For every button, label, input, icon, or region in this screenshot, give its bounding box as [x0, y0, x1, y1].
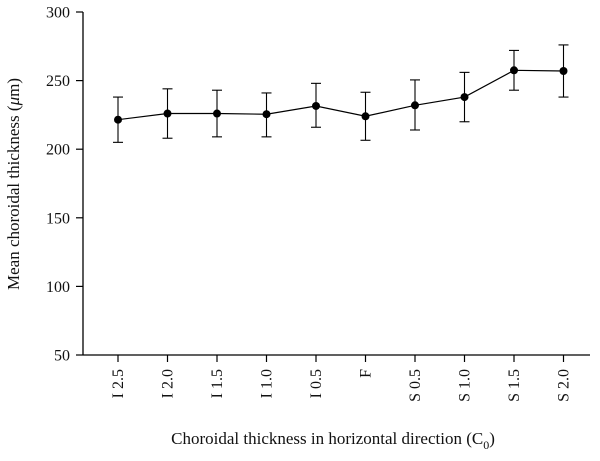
x-axis-title: Choroidal thickness in horizontal direct…	[171, 429, 495, 452]
data-point	[262, 110, 271, 119]
x-tick-label: F	[358, 369, 375, 378]
x-tick-label: S 0.5	[407, 369, 424, 402]
y-axis-ticks: 50 100 150 200 250 300	[46, 5, 83, 365]
x-axis-title-suffix: )	[489, 429, 495, 448]
x-tick-label: I 0.5	[308, 369, 325, 398]
data-point	[163, 109, 172, 118]
x-tick-label: S 1.5	[506, 369, 523, 402]
y-tick-label: 50	[54, 348, 70, 365]
data-points	[114, 66, 568, 124]
y-axis-title-unit: μ	[4, 97, 23, 107]
data-point	[114, 115, 122, 124]
x-tick-label: I 2.5	[110, 369, 127, 398]
y-tick-label: 200	[46, 142, 70, 159]
y-axis-title: Mean choroidal thickness (μm)	[4, 78, 23, 290]
x-tick-label: I 1.5	[209, 369, 226, 398]
series-line-group	[117, 69, 564, 121]
series-line	[117, 69, 564, 121]
y-axis-title-suffix: m)	[4, 78, 23, 97]
y-tick-label: 300	[46, 5, 70, 22]
data-point	[213, 109, 221, 118]
data-point	[312, 101, 320, 110]
x-axis-title-subscript: 0	[483, 438, 489, 452]
error-bars	[113, 44, 569, 143]
x-tick-label: S 2.0	[556, 369, 573, 402]
data-point	[510, 66, 518, 75]
data-point	[411, 101, 419, 110]
data-point	[361, 112, 370, 121]
data-point	[559, 66, 568, 75]
x-tick-label: I 2.0	[160, 369, 177, 398]
y-tick-label: 100	[46, 279, 70, 296]
x-tick-label: I 1.0	[259, 369, 276, 398]
x-axis-ticks: I 2.5 I 2.0 I 1.5 I 1.0 I 0.5 F S 0.5 S 1.0 S 1.…	[110, 355, 573, 402]
data-point	[460, 93, 469, 102]
y-tick-label: 250	[46, 73, 70, 90]
x-tick-label: S 1.0	[457, 369, 474, 402]
y-tick-label: 150	[46, 210, 70, 227]
